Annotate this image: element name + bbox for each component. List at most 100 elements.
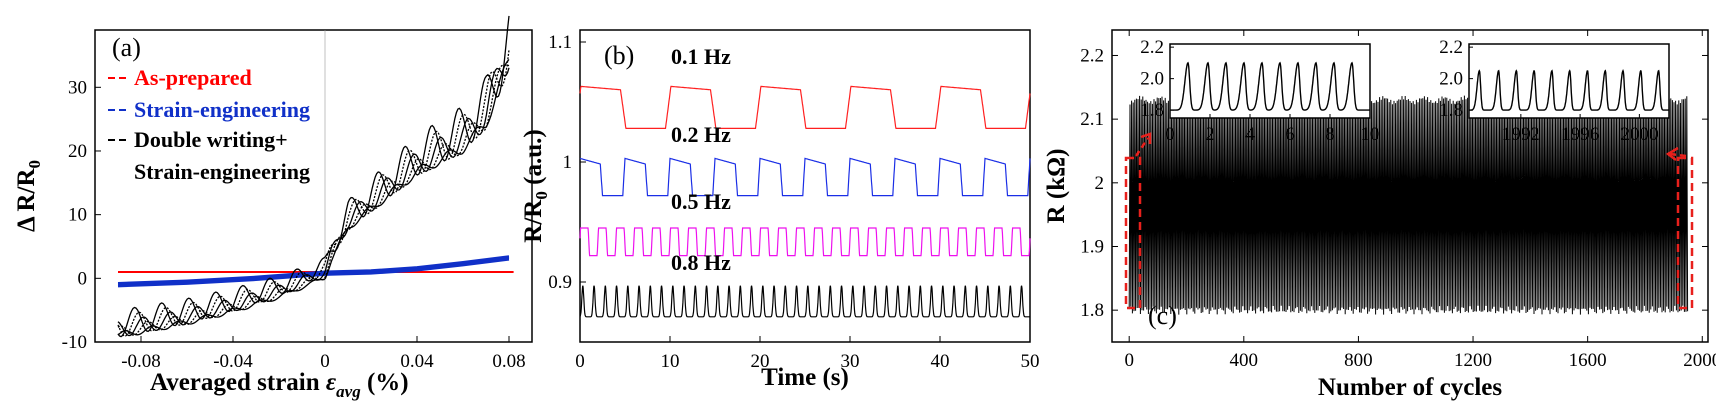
series-double-writing [117,59,510,336]
series-0-5-hz [579,227,1031,257]
series-strain-engineering [117,258,510,288]
x-tick-label: 0 [1165,124,1175,145]
inset-end-cycles: 1992 1996 2000 1.8 2.0 2.2 [1439,37,1670,145]
x-tick-label: 2000 [1620,124,1658,145]
x-tick-label: 4 [1245,124,1255,145]
panel-a-label: (a) [112,33,141,62]
callout-box-start [1124,156,1142,310]
inset-start-cycles: 0 2 4 6 8 10 1.8 2.0 2.2 [1140,37,1379,145]
x-tick-label: 1600 [1569,350,1607,371]
x-tick-label: 1996 [1561,124,1599,145]
x-tick-label: 30 [841,351,860,372]
x-tick-label: -0.04 [213,351,253,372]
inset-end-ticks: 1992 1996 2000 1.8 2.0 2.2 [1439,37,1658,145]
panel-c-data [1128,95,1689,315]
panel-a-frame [94,29,533,343]
x-tick-label: 10 [1361,124,1380,145]
x-tick-label: 0 [575,351,585,372]
panel-b-data [579,85,1031,318]
y-tick-label: 2.0 [1439,69,1463,90]
panel-b-ylabel: R/R0 (a.u.) [520,129,551,242]
x-tick-label: 0 [1124,350,1134,371]
x-tick-label: 2000 [1683,350,1716,371]
x-tick-label: 1200 [1454,350,1492,371]
y-tick-label: 0.9 [548,272,572,293]
x-tick-label: -0.08 [121,351,161,372]
y-tick-label: 2.2 [1140,37,1164,58]
series-0-8-hz [579,285,1031,318]
inset-start-frame [1169,43,1371,119]
legend-double-writing-line1: Double writing+ [134,127,288,152]
series-double-writing [117,15,510,338]
x-tick-label: 400 [1230,350,1259,371]
panel-a-ticks: -0.08 -0.04 0 0.04 0.08 -10 0 10 20 30 [62,77,526,372]
panel-a: -0.08 -0.04 0 0.04 0.08 -10 0 10 20 30 (a) As-pre… [13,15,533,401]
panel-c-frame [1111,29,1709,343]
freq-label-0-1hz: 0.1 Hz [671,44,731,69]
y-tick-label: 2.2 [1080,45,1104,66]
legend-strain-engineering: Strain-engineering [134,97,310,122]
inset-start-ticks: 0 2 4 6 8 10 1.8 2.0 2.2 [1140,37,1379,145]
panel-b: 0 10 20 30 40 50 0.9 1 1.1 (b) 0.1 Hz 0.2 Hz 0.5… [520,29,1040,391]
x-tick-label: 0.04 [400,351,434,372]
x-tick-label: 1992 [1502,124,1540,145]
panel-a-legend: As-prepared Strain-engineering Double wr… [108,65,310,184]
y-tick-label: 2.0 [1140,69,1164,90]
inset-series [1469,69,1669,111]
panel-b-xlabel: Time (s) [761,364,849,391]
freq-label-0-5hz: 0.5 Hz [671,189,731,214]
series-strain-engineering [117,256,510,286]
freq-label-0-8hz: 0.8 Hz [671,250,731,275]
legend-double-writing-line2: Strain-engineering [134,159,310,184]
panel-a-data [117,15,514,342]
panel-c: 0 400 800 1200 1600 2000 1.8 1.9 2 2.1 2.2 (c) Num… [1043,29,1716,401]
x-tick-label: 0.08 [492,351,525,372]
y-tick-label: 10 [68,205,87,226]
y-tick-label: 2.2 [1439,37,1463,58]
x-tick-label: 2 [1205,124,1215,145]
y-tick-label: 1.8 [1140,100,1164,121]
y-tick-label: 2 [1095,173,1105,194]
x-tick-label: 0 [320,351,330,372]
y-tick-label: -10 [62,332,87,353]
y-tick-label: 1.8 [1439,100,1463,121]
y-tick-label: 1.1 [548,32,572,53]
y-tick-label: 0 [78,268,88,289]
series-double-writing [117,67,510,337]
freq-label-0-2hz: 0.2 Hz [671,122,731,147]
series-0-2-hz [579,157,1031,197]
y-tick-label: 2.1 [1080,109,1104,130]
panel-c-ylabel: R (kΩ) [1043,149,1070,224]
panel-a-ylabel: Δ R/R0 [13,160,44,232]
series-0-1-hz [579,85,1031,129]
y-tick-label: 30 [68,77,87,98]
panel-c-label: (c) [1148,301,1177,330]
series-strain-engineering [117,255,510,285]
x-tick-label: 800 [1344,350,1373,371]
legend-as-prepared: As-prepared [134,65,252,90]
inset-end-data [1469,69,1669,111]
callout-arrow-end [1665,146,1687,161]
x-tick-label: 40 [931,351,950,372]
panel-a-xlabel: Averaged strain εavg (%) [150,369,409,401]
y-tick-label: 1.8 [1080,300,1104,321]
series-resistance-cycles [1128,95,1689,315]
inset-series [1170,61,1370,111]
y-tick-label: 1 [563,152,573,173]
inset-start-data [1170,61,1370,111]
panel-b-frame [579,29,1031,343]
x-tick-label: 20 [751,351,770,372]
x-tick-label: 6 [1285,124,1295,145]
panel-c-ticks: 0 400 800 1200 1600 2000 1.8 1.9 2 2.1 2.2 [1080,30,1716,371]
y-tick-label: 1.9 [1080,236,1104,257]
series-double-writing [117,49,510,337]
panel-c-xlabel: Number of cycles [1318,374,1502,401]
panel-b-label: (b) [604,41,634,70]
x-tick-label: 50 [1021,351,1040,372]
panel-b-ticks: 0 10 20 30 40 50 0.9 1 1.1 [548,32,1039,372]
callout-arrow-start [1134,132,1152,157]
x-tick-label: 10 [661,351,680,372]
callout-box-end [1676,156,1694,310]
y-tick-label: 20 [68,141,87,162]
